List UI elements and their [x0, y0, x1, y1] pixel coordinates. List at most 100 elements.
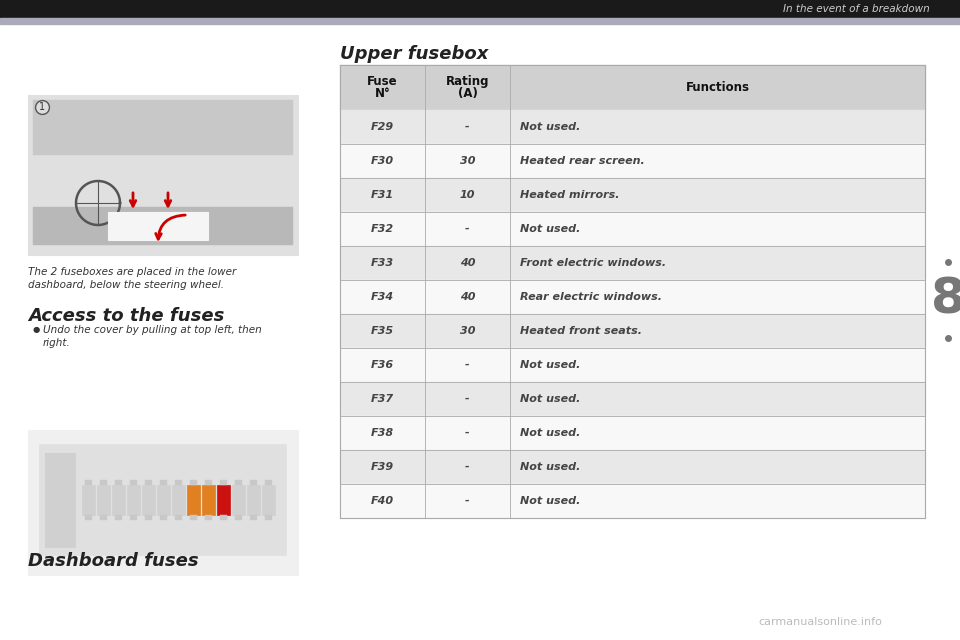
Bar: [202, 485, 215, 515]
Bar: [187, 485, 200, 515]
Bar: [235, 480, 242, 485]
Text: F38: F38: [371, 428, 394, 438]
Bar: [205, 515, 212, 520]
Text: Not used.: Not used.: [520, 428, 581, 438]
Bar: [262, 485, 275, 515]
Text: Access to the fuses: Access to the fuses: [28, 307, 225, 325]
Bar: [28, 95, 298, 255]
Bar: [28, 430, 298, 575]
Text: -: -: [466, 360, 469, 370]
Bar: [250, 480, 257, 485]
Text: -: -: [466, 428, 469, 438]
Text: 40: 40: [460, 292, 475, 302]
Text: (A): (A): [458, 87, 477, 100]
Bar: [340, 450, 925, 484]
Text: F37: F37: [371, 394, 394, 404]
Text: Rating: Rating: [445, 75, 490, 88]
Bar: [190, 480, 197, 485]
Bar: [145, 515, 152, 520]
Text: Undo the cover by pulling at top left, then: Undo the cover by pulling at top left, t…: [43, 325, 262, 335]
Text: In the event of a breakdown: In the event of a breakdown: [783, 4, 930, 14]
Text: F40: F40: [371, 496, 394, 506]
Text: Not used.: Not used.: [520, 224, 581, 234]
Bar: [45, 453, 75, 547]
Text: Not used.: Not used.: [520, 496, 581, 506]
Text: F35: F35: [371, 326, 394, 336]
Text: carmanualsonline.info: carmanualsonline.info: [758, 617, 882, 627]
Bar: [85, 515, 92, 520]
Bar: [0, 18, 960, 24]
Bar: [340, 382, 925, 416]
Text: F33: F33: [371, 258, 394, 268]
Text: The 2 fuseboxes are placed in the lower: The 2 fuseboxes are placed in the lower: [28, 267, 236, 277]
Bar: [175, 515, 182, 520]
Bar: [160, 480, 167, 485]
Text: Heated rear screen.: Heated rear screen.: [520, 156, 645, 166]
Bar: [190, 515, 197, 520]
Text: F36: F36: [371, 360, 394, 370]
Text: F31: F31: [371, 190, 394, 200]
Bar: [100, 480, 107, 485]
Text: F32: F32: [371, 224, 394, 234]
Bar: [175, 480, 182, 485]
Bar: [145, 480, 152, 485]
Bar: [157, 485, 170, 515]
Bar: [205, 480, 212, 485]
Text: Not used.: Not used.: [520, 462, 581, 472]
Bar: [97, 485, 110, 515]
Bar: [160, 515, 167, 520]
Bar: [340, 348, 925, 382]
Bar: [220, 515, 227, 520]
Text: N°: N°: [374, 87, 391, 100]
Bar: [441, 0, 960, 18]
Bar: [130, 515, 137, 520]
Text: Not used.: Not used.: [520, 360, 581, 370]
Text: Not used.: Not used.: [520, 122, 581, 132]
Bar: [340, 314, 925, 348]
Text: Upper fusebox: Upper fusebox: [340, 45, 489, 63]
Text: F29: F29: [371, 122, 394, 132]
Text: dashboard, below the steering wheel.: dashboard, below the steering wheel.: [28, 280, 224, 290]
Text: 30: 30: [460, 326, 475, 336]
Bar: [40, 445, 286, 555]
Text: -: -: [466, 462, 469, 472]
Text: 1: 1: [39, 102, 45, 112]
Bar: [100, 515, 107, 520]
Text: -: -: [466, 122, 469, 132]
Text: -: -: [466, 496, 469, 506]
Bar: [265, 480, 272, 485]
Bar: [172, 485, 185, 515]
Bar: [235, 515, 242, 520]
Text: ●: ●: [33, 325, 40, 334]
Bar: [340, 212, 925, 246]
Bar: [340, 110, 925, 144]
Bar: [108, 212, 208, 240]
Bar: [112, 485, 125, 515]
Bar: [217, 485, 230, 515]
Text: Dashboard fuses: Dashboard fuses: [28, 552, 199, 570]
Bar: [85, 480, 92, 485]
Text: 30: 30: [460, 156, 475, 166]
Bar: [115, 515, 122, 520]
Bar: [220, 480, 227, 485]
Text: -: -: [466, 224, 469, 234]
Bar: [127, 485, 140, 515]
Text: Fuse: Fuse: [367, 75, 397, 88]
Text: F34: F34: [371, 292, 394, 302]
Bar: [232, 485, 245, 515]
Text: 10: 10: [460, 190, 475, 200]
Bar: [250, 515, 257, 520]
Bar: [142, 485, 155, 515]
Text: Heated mirrors.: Heated mirrors.: [520, 190, 619, 200]
Bar: [0, 0, 441, 18]
Bar: [340, 416, 925, 450]
Bar: [115, 480, 122, 485]
Text: 8: 8: [930, 276, 960, 324]
Bar: [130, 480, 137, 485]
Text: Heated front seats.: Heated front seats.: [520, 326, 642, 336]
Text: 40: 40: [460, 258, 475, 268]
Bar: [33, 100, 293, 155]
Bar: [82, 485, 95, 515]
Text: right.: right.: [43, 338, 71, 348]
Bar: [340, 144, 925, 178]
